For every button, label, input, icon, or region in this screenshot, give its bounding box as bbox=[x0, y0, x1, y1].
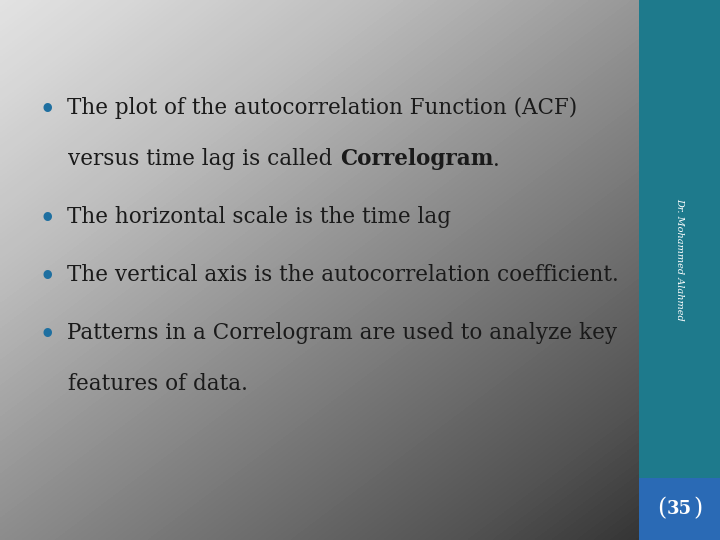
Text: Patterns in a Correlogram are used to analyze key: Patterns in a Correlogram are used to an… bbox=[67, 322, 617, 344]
Text: versus time lag is called: versus time lag is called bbox=[68, 148, 340, 171]
Bar bbox=[639, 478, 720, 540]
Text: features of data.: features of data. bbox=[68, 373, 248, 395]
Text: •: • bbox=[40, 264, 55, 288]
Text: 35: 35 bbox=[667, 500, 692, 518]
Text: .: . bbox=[493, 148, 500, 171]
Text: The horizontal scale is the time lag: The horizontal scale is the time lag bbox=[67, 206, 451, 228]
Bar bbox=[0, 0, 639, 540]
Text: •: • bbox=[40, 206, 55, 230]
Text: •: • bbox=[40, 322, 55, 346]
Text: ): ) bbox=[693, 497, 702, 521]
Text: Correlogram: Correlogram bbox=[340, 148, 493, 171]
Bar bbox=[639, 0, 720, 540]
Text: The vertical axis is the autocorrelation coefficient.: The vertical axis is the autocorrelation… bbox=[67, 264, 618, 286]
Text: •: • bbox=[40, 97, 55, 121]
Text: Dr. Mohammed Alahmed: Dr. Mohammed Alahmed bbox=[675, 198, 684, 321]
Text: (: ( bbox=[657, 497, 666, 521]
Text: The plot of the autocorrelation Function (ACF): The plot of the autocorrelation Function… bbox=[67, 97, 577, 119]
